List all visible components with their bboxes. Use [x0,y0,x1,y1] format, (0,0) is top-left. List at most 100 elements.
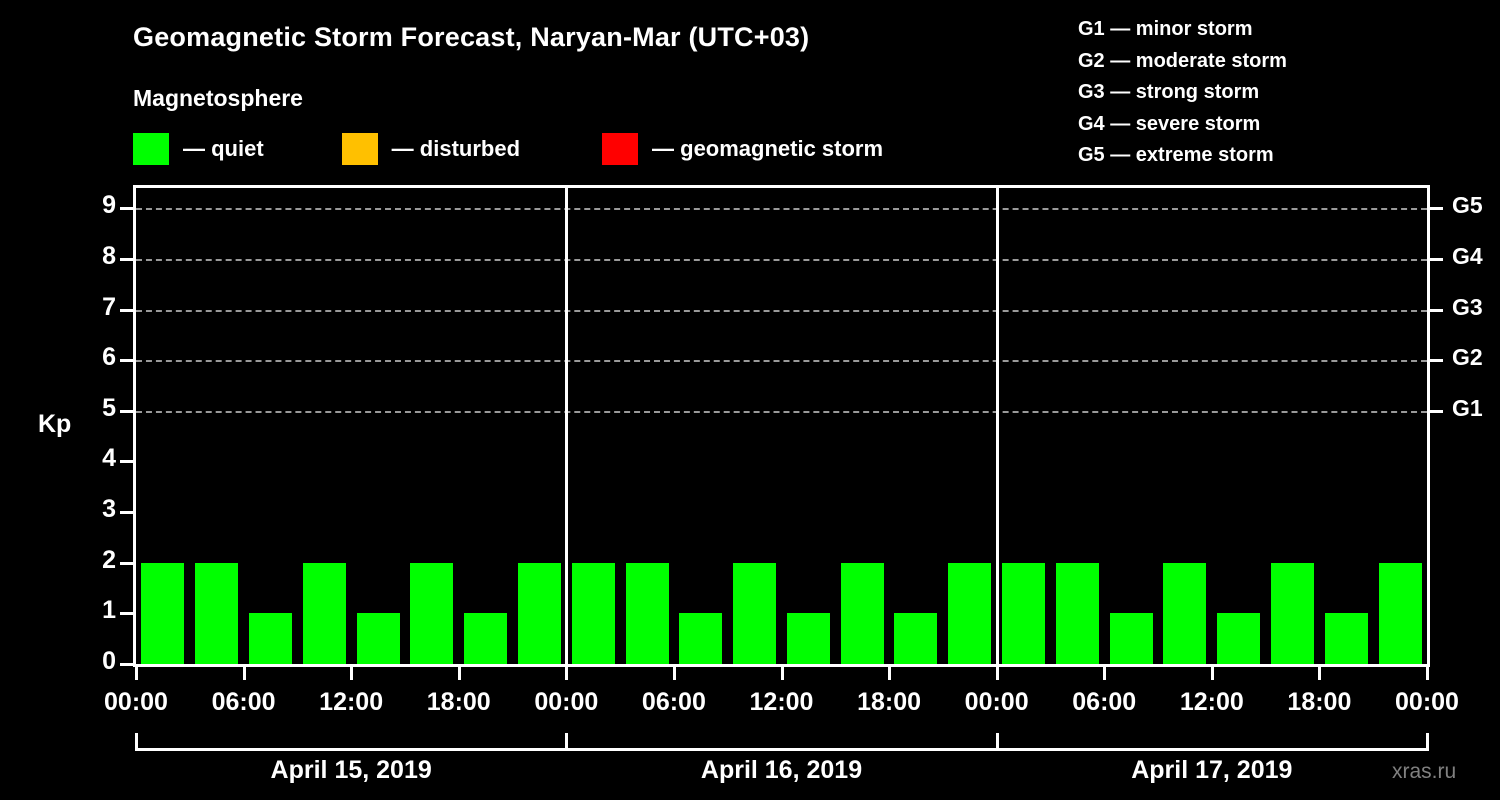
y-tick [120,663,133,666]
x-tick-label: 18:00 [857,688,922,716]
bar [464,613,508,664]
legend-label-storm: — geomagnetic storm [652,136,884,161]
magnetosphere-legend: — quiet — disturbed — geomagnetic storm [133,133,883,165]
bar [1271,562,1315,664]
y-tick-label: 0 [102,647,116,675]
bar [733,562,777,664]
legend-item-quiet: — quiet [133,133,264,165]
date-label: April 16, 2019 [700,756,863,784]
x-tick-label: 18:00 [426,688,491,716]
x-tick [672,667,676,680]
y-tick-label: 9 [102,191,116,220]
y-tick-label: 1 [102,596,116,625]
y-tick-label: 8 [102,241,116,270]
y-tick-label: 4 [102,444,116,473]
y-tick [120,359,133,363]
gridline-kp-9 [136,208,1427,211]
date-bracket-line [566,748,997,751]
bar [840,562,884,664]
x-tick [135,667,138,680]
legend-label-quiet: — quiet [183,136,264,161]
g-tick [1430,409,1443,413]
x-tick-label: 12:00 [749,688,814,716]
x-tick-label: 06:00 [641,688,706,716]
g-tick-label-g1: G1 [1452,394,1483,421]
date-bracket-tick [565,733,569,751]
y-tick-label: 3 [102,495,116,524]
x-tick [888,667,892,680]
plot-area [133,185,1430,667]
y-tick [120,612,133,616]
x-tick [1210,667,1214,680]
bar [625,562,669,664]
bar [1324,613,1368,664]
y-tick-label: 5 [102,393,116,422]
date-label: April 17, 2019 [1131,756,1293,784]
date-label: April 15, 2019 [270,756,432,784]
y-tick [120,460,133,464]
gridline-kp-6 [136,360,1427,363]
bar [1109,613,1153,664]
bar [248,613,292,664]
y-tick [120,207,133,211]
date-bracket-tick [1426,733,1429,751]
gridline-kp-5 [136,410,1427,413]
bar [786,613,830,664]
y-tick [120,308,133,312]
bar [1002,562,1046,664]
x-tick [350,667,354,680]
g-tick [1430,207,1443,211]
y-axis-title: Kp [38,410,72,438]
g-tick-label-g2: G2 [1452,344,1483,371]
bar [894,613,938,664]
x-tick [1318,667,1322,680]
day-separator [565,188,569,664]
y-tick [120,511,133,515]
bar [410,562,454,664]
green-swatch-icon [133,133,169,165]
x-tick-label: 06:00 [1072,688,1137,716]
magnetosphere-heading: Magnetosphere [133,85,303,111]
bar [1055,562,1099,664]
x-tick-label: 06:00 [211,688,276,716]
x-tick [457,667,461,680]
x-tick [995,667,999,680]
y-tick [120,561,133,565]
y-tick-label: 2 [102,545,116,574]
x-tick-label: 12:00 [319,688,384,716]
date-bracket-line [996,748,1427,751]
storm-scale-g3: G3 — strong storm [1078,81,1260,103]
date-bracket-tick [135,733,138,751]
g-tick [1430,257,1443,261]
g-tick-label-g5: G5 [1452,192,1483,219]
x-tick-label: 00:00 [964,688,1029,716]
legend-label-disturbed: — disturbed [391,136,521,161]
x-tick [242,667,246,680]
bar [141,562,185,664]
amber-swatch-icon [341,133,378,165]
g-tick [1430,359,1443,363]
bar [356,613,400,664]
red-swatch-icon [602,133,639,165]
g-tick-label-g3: G3 [1452,293,1483,320]
legend-item-storm: — geomagnetic storm [602,133,883,165]
bar [1378,562,1422,664]
y-tick-label: 7 [102,292,116,321]
x-tick [565,667,569,680]
g-tick-label-g4: G4 [1452,242,1483,269]
bar [517,562,561,664]
page-title: Geomagnetic Storm Forecast, Naryan-Mar (… [133,22,810,52]
x-tick-label: 18:00 [1287,688,1352,716]
x-tick-label: 00:00 [534,688,599,716]
x-tick [1103,667,1107,680]
watermark: xras.ru [1392,760,1457,783]
storm-scale-g4: G4 — severe storm [1078,112,1261,135]
bar [302,562,346,664]
storm-scale-g5: G5 — extreme storm [1078,144,1274,166]
x-tick-label: 00:00 [1395,688,1459,716]
bar [195,562,239,664]
legend-item-disturbed: — disturbed [341,133,521,165]
gridline-kp-8 [136,258,1427,261]
storm-scale-legend: G1 — minor storm G2 — moderate storm G3 … [1078,14,1287,172]
